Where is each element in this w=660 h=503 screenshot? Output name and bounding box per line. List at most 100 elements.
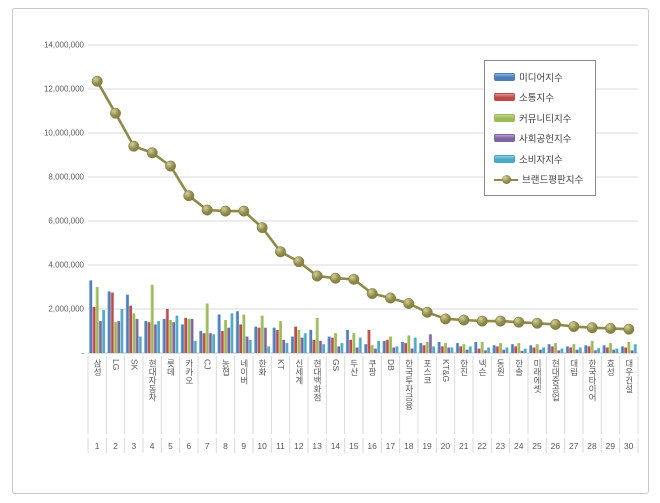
bar xyxy=(101,310,105,353)
bar xyxy=(275,329,279,353)
x-axis-category-label: 대림 xyxy=(569,359,580,376)
bar xyxy=(584,345,588,353)
bar xyxy=(175,315,179,353)
bar xyxy=(440,346,444,353)
x-axis-category-label: 대우건설 xyxy=(624,359,635,393)
x-axis-category-cell: 미래에셋 xyxy=(528,357,546,437)
bar xyxy=(373,348,377,353)
bar xyxy=(520,350,524,353)
bar xyxy=(392,347,396,353)
x-axis-category-cell: 현대중공업 xyxy=(546,357,564,437)
bar xyxy=(211,334,215,353)
x-axis-category-cell: 신세계 xyxy=(290,357,308,437)
bar xyxy=(431,346,435,353)
legend-label: 소통지수 xyxy=(519,93,554,105)
x-axis-category-label: GS xyxy=(330,359,341,372)
x-axis-category-label: 네이버 xyxy=(239,359,250,385)
x-axis-category-cell: GS xyxy=(326,357,344,437)
brand-index-marker xyxy=(513,316,525,328)
brand-index-marker xyxy=(586,322,598,334)
x-axis-rank-label: 25 xyxy=(532,441,542,451)
bar xyxy=(514,346,518,353)
x-axis-category-cell: 포스코 xyxy=(418,357,436,437)
bar xyxy=(165,309,169,353)
x-axis-category-cell: DB xyxy=(381,357,399,437)
legend-item: 미디어지수 xyxy=(485,70,595,84)
bar xyxy=(321,344,325,353)
x-axis-category-label: 농협 xyxy=(220,359,231,376)
bar xyxy=(113,322,117,353)
brand-index-marker xyxy=(330,272,341,284)
bar xyxy=(459,346,463,353)
bar xyxy=(575,349,579,353)
bar xyxy=(208,333,212,353)
bar xyxy=(187,318,191,353)
bar xyxy=(419,343,423,353)
x-axis-rank-label: 3 xyxy=(131,441,137,451)
brand-index-marker xyxy=(128,140,140,152)
x-axis-category-cell: 농협 xyxy=(216,357,234,437)
bar xyxy=(627,342,631,353)
bar xyxy=(498,343,502,353)
bar xyxy=(285,343,289,353)
x-axis-rank-label: 30 xyxy=(623,441,634,451)
brand-index-marker xyxy=(458,314,470,326)
x-axis-category-cell: 효성 xyxy=(601,357,619,437)
bar xyxy=(220,331,224,353)
y-axis-tick-label: 8,000,000 xyxy=(48,173,84,182)
bar xyxy=(395,346,399,353)
bar xyxy=(257,327,261,353)
bar xyxy=(605,347,609,353)
brand-index-marker xyxy=(256,222,268,234)
legend-swatch-icon xyxy=(494,113,515,122)
x-axis-rank-label: 24 xyxy=(513,441,524,451)
x-axis-category-label: LG xyxy=(110,359,121,371)
x-axis-category-cell: 대우건설 xyxy=(620,357,638,437)
bar xyxy=(578,347,582,353)
x-axis-category-label: 포스코 xyxy=(422,359,433,385)
bar xyxy=(615,348,619,353)
bar xyxy=(382,340,386,353)
bar xyxy=(529,345,533,353)
brand-index-marker xyxy=(385,292,396,304)
x-axis-category-label: 넥슨 xyxy=(477,359,488,376)
bar xyxy=(303,333,307,353)
bar xyxy=(608,343,612,353)
bar xyxy=(242,314,246,353)
x-axis-category-label: KT&G xyxy=(440,359,451,383)
legend-item: 브랜드평판지수 xyxy=(485,172,595,186)
x-axis-category-label: 신세계 xyxy=(294,359,305,385)
x-axis-rank-label: 29 xyxy=(605,441,616,451)
brand-index-marker xyxy=(238,205,250,217)
legend-label: 커뮤니티지수 xyxy=(519,113,572,125)
bar xyxy=(144,321,148,353)
bar xyxy=(407,335,411,353)
brand-index-marker xyxy=(476,315,488,327)
x-axis-category-cell: CJ xyxy=(198,357,216,437)
brand-index-marker xyxy=(605,322,616,334)
x-axis-rank-label: 12 xyxy=(294,441,304,451)
y-axis-tick-label: 12,000,000 xyxy=(44,85,85,94)
legend-item: 소비자지수 xyxy=(485,152,595,166)
x-axis-category-cell: 두산 xyxy=(345,357,363,437)
legend-label: 사회공헌지수 xyxy=(519,134,572,146)
x-axis-rank-label: 18 xyxy=(404,441,414,451)
bar xyxy=(437,342,441,353)
legend-swatch-icon xyxy=(494,134,515,143)
bar xyxy=(510,344,514,353)
x-axis-rank-label: 2 xyxy=(113,441,118,451)
brand-index-marker xyxy=(440,313,451,325)
bar xyxy=(162,318,166,353)
x-axis-category-cell: 현대자동차 xyxy=(143,357,161,437)
brand-index-marker xyxy=(146,147,158,159)
bar xyxy=(404,343,408,353)
bar xyxy=(428,334,432,353)
bar xyxy=(278,321,282,353)
bar xyxy=(153,324,157,353)
bar xyxy=(355,347,359,353)
x-axis-rank-label: 10 xyxy=(257,441,267,451)
bar xyxy=(315,317,319,353)
x-axis-rank-label: 5 xyxy=(168,441,173,451)
bar xyxy=(388,336,392,353)
bar xyxy=(535,344,539,353)
